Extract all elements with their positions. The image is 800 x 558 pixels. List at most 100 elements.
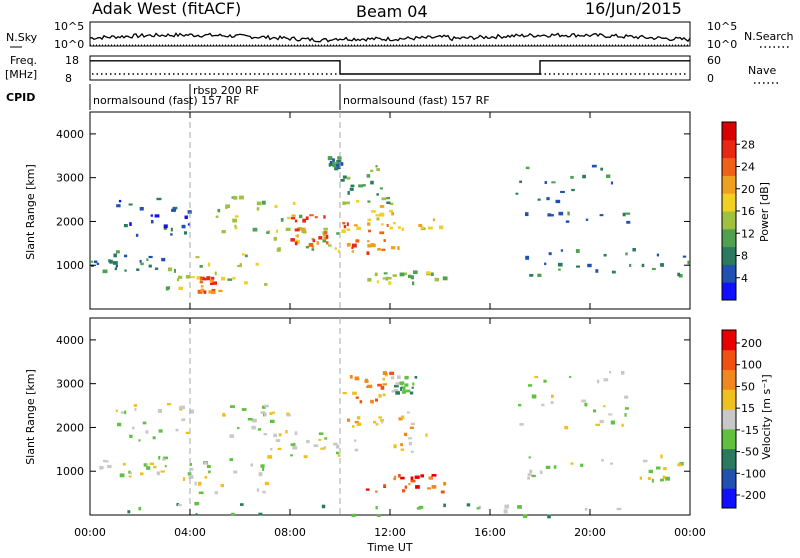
echo-mark xyxy=(353,224,358,227)
echo-mark xyxy=(656,253,660,257)
echo-mark xyxy=(346,222,349,227)
echo-mark xyxy=(294,431,298,436)
echo-mark xyxy=(641,263,645,268)
echo-mark xyxy=(381,420,384,424)
echo-mark xyxy=(375,214,380,217)
colorbar-tick-label: 12 xyxy=(741,227,755,240)
echo-mark xyxy=(264,412,267,417)
echo-mark xyxy=(163,224,168,229)
echo-mark xyxy=(267,455,273,459)
echo-mark xyxy=(292,201,296,205)
echo-mark xyxy=(555,199,561,204)
echo-mark xyxy=(295,239,300,244)
velocity-panel-frame xyxy=(89,317,691,516)
echo-mark xyxy=(104,460,109,463)
echo-mark xyxy=(316,241,320,245)
echo-mark xyxy=(595,423,600,426)
echo-mark xyxy=(260,411,266,414)
echo-mark xyxy=(195,256,200,259)
echo-mark xyxy=(571,188,575,192)
echo-mark xyxy=(531,474,536,478)
echo-mark xyxy=(215,215,219,218)
echo-mark xyxy=(323,236,328,240)
echo-mark xyxy=(181,224,186,229)
echo-mark xyxy=(379,231,385,235)
echo-mark xyxy=(352,391,357,395)
echo-mark xyxy=(250,463,254,467)
echo-mark xyxy=(347,418,351,422)
echo-mark xyxy=(240,503,244,506)
echo-mark xyxy=(358,184,363,188)
echo-mark xyxy=(179,406,184,410)
time-x-ticks: 00:00 04:00 08:00 12:00 16:00 20:00 00:00 xyxy=(74,112,706,539)
echo-mark xyxy=(154,214,160,218)
echo-mark xyxy=(321,504,326,509)
echo-mark xyxy=(624,413,627,417)
colorbar-tick-label: 8 xyxy=(741,250,748,263)
echo-mark xyxy=(371,210,376,213)
echo-mark xyxy=(416,507,420,510)
echo-mark xyxy=(277,447,282,451)
echo-mark xyxy=(175,428,179,432)
echo-mark xyxy=(328,244,332,247)
echo-mark xyxy=(391,246,396,250)
echo-mark xyxy=(237,427,240,430)
echo-mark xyxy=(273,236,277,241)
echo-mark xyxy=(394,475,397,480)
colorbar-swatch xyxy=(722,428,736,450)
power-echo-map xyxy=(90,112,690,309)
echo-mark xyxy=(115,409,118,412)
colorbar-swatch xyxy=(722,122,736,141)
echo-mark xyxy=(625,212,631,215)
echo-mark xyxy=(659,478,664,482)
echo-mark xyxy=(519,423,524,426)
x-axis-label: Time UT xyxy=(366,541,412,554)
echo-mark xyxy=(326,241,329,245)
echo-mark xyxy=(273,433,277,438)
echo-mark xyxy=(399,272,405,277)
echo-mark xyxy=(199,265,203,268)
colorbar-tick-label: 28 xyxy=(741,138,755,151)
echo-mark xyxy=(651,267,656,271)
echo-mark xyxy=(303,455,308,459)
echo-mark xyxy=(565,220,570,223)
echo-mark xyxy=(379,187,383,190)
echo-mark xyxy=(377,248,381,251)
echo-mark xyxy=(443,503,446,508)
x-tick-label: 16:00 xyxy=(474,526,506,539)
echo-mark xyxy=(390,376,395,380)
echo-mark xyxy=(367,384,373,389)
echo-mark xyxy=(158,456,161,460)
echo-mark xyxy=(405,389,411,393)
echo-mark xyxy=(170,227,173,232)
echo-mark xyxy=(404,375,409,380)
echo-mark xyxy=(432,218,435,222)
echo-mark xyxy=(157,408,162,413)
echo-mark xyxy=(370,399,374,404)
echo-mark xyxy=(354,376,360,380)
echo-mark xyxy=(558,268,561,271)
colorbar-tick-label: 16 xyxy=(741,205,755,218)
echo-mark xyxy=(389,226,394,230)
echo-mark xyxy=(478,505,482,510)
echo-mark xyxy=(218,289,223,293)
echo-mark xyxy=(366,251,370,255)
echo-mark xyxy=(587,263,592,268)
echo-mark xyxy=(403,387,406,391)
echo-mark xyxy=(323,215,326,219)
colorbar-tick-label: 20 xyxy=(741,183,755,196)
echo-mark xyxy=(337,249,341,253)
echo-mark xyxy=(291,214,296,217)
echo-mark xyxy=(412,382,415,386)
echo-mark xyxy=(626,220,631,224)
echo-mark xyxy=(580,463,584,467)
echo-mark xyxy=(375,490,378,493)
echo-mark xyxy=(403,432,408,437)
colorbar-tick-label: 15 xyxy=(741,402,755,415)
echo-mark xyxy=(427,226,433,230)
echo-mark xyxy=(139,472,144,476)
echo-mark xyxy=(420,226,424,230)
echo-mark xyxy=(410,422,415,426)
echo-mark xyxy=(318,432,324,435)
echo-mark xyxy=(351,513,356,518)
